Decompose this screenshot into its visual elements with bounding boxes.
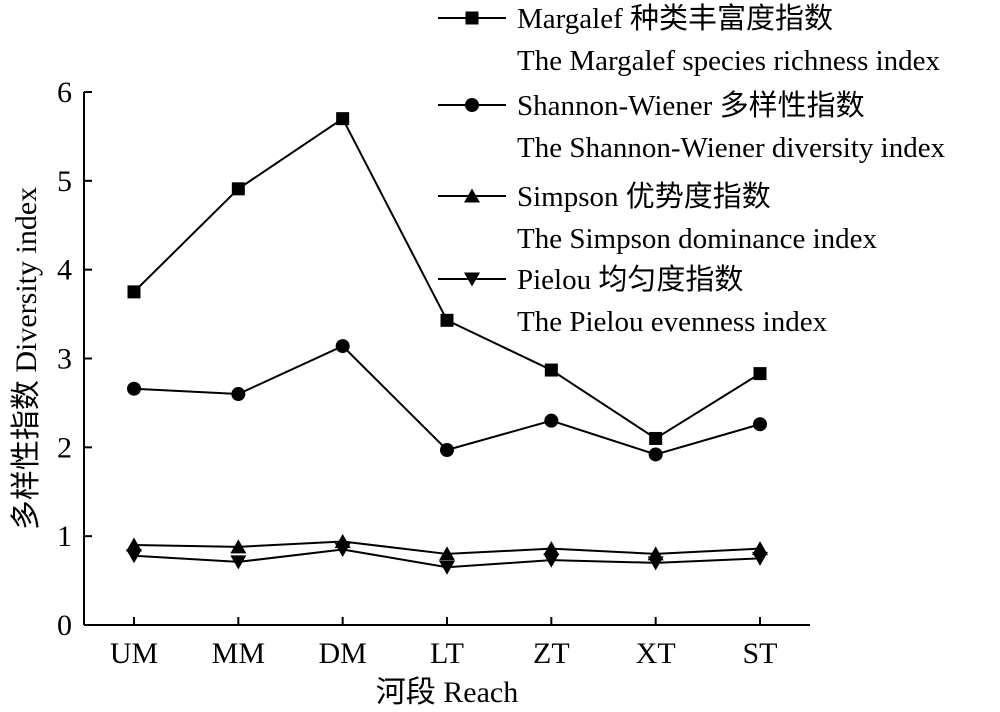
data-point <box>127 381 141 396</box>
legend-label-en: The Pielou evenness index <box>517 306 828 338</box>
x-tick-label: ZT <box>533 637 570 670</box>
data-point <box>231 182 245 196</box>
data-point <box>543 541 560 556</box>
legend-entry: Margalef 种类丰富度指数 The Margalef species ric… <box>438 2 941 77</box>
data-point <box>439 560 455 575</box>
data-point <box>127 285 141 299</box>
data-point <box>439 546 455 561</box>
data-point <box>647 556 664 571</box>
legend-label-en: The Shannon-Wiener diversity index <box>517 132 946 164</box>
data-point <box>126 537 142 552</box>
data-point <box>753 367 767 381</box>
data-point <box>230 539 247 554</box>
series-line <box>133 344 761 456</box>
x-tick-label: MM <box>212 637 265 670</box>
data-point <box>440 442 454 457</box>
legend-marker <box>464 272 480 287</box>
x-tick-label: UM <box>110 637 158 670</box>
data-point <box>752 551 768 566</box>
series-layer <box>126 112 768 575</box>
axes: 0 1 2 3 4 5 6 UM MM DM LT ZT XT ST <box>57 76 810 670</box>
legend-entry: Shannon-Wiener 多样性指数 The Shannon-Wiener d… <box>438 89 946 164</box>
y-tick-label: 1 <box>57 520 72 553</box>
data-point <box>231 387 246 402</box>
data-point <box>440 313 454 327</box>
legend-label: Shannon-Wiener 多样性指数 <box>517 89 865 122</box>
data-point <box>336 112 350 126</box>
data-point <box>543 553 560 568</box>
series-pielou-evenness-index <box>126 542 768 575</box>
data-point <box>648 447 663 462</box>
legend-marker <box>465 98 479 112</box>
data-point <box>126 549 142 564</box>
x-tick-label: LT <box>430 637 464 670</box>
data-point <box>544 363 558 377</box>
legend-marker <box>464 188 480 203</box>
legend-label: Simpson 优势度指数 <box>517 180 771 213</box>
x-tick-label: DM <box>318 637 366 670</box>
x-tick-label: ST <box>742 637 777 670</box>
y-tick-label: 2 <box>57 431 72 464</box>
legend-label-en: The Simpson dominance index <box>517 223 878 255</box>
y-tick-label: 0 <box>57 609 72 642</box>
data-point <box>334 542 351 557</box>
legend-marker <box>465 11 479 25</box>
data-point <box>649 431 663 445</box>
series-shannon-wiener-diversity-index <box>127 339 767 462</box>
y-tick-label: 5 <box>57 165 72 198</box>
y-tick-label: 6 <box>57 76 72 109</box>
data-point <box>753 417 767 432</box>
legend-entry: Simpson 优势度指数 The Simpson dominance index <box>438 180 878 255</box>
x-tick-label: XT <box>636 637 676 670</box>
x-axis-title: 河段 Reach <box>376 676 518 709</box>
y-tick-label: 3 <box>57 343 72 376</box>
series-margalef-species-richness-index <box>127 112 767 445</box>
data-point <box>335 339 350 354</box>
legend-entry: Pielou 均匀度指数 The Pielou evenness index <box>438 263 828 338</box>
legend: Margalef 种类丰富度指数 The Margalef species ric… <box>438 2 946 338</box>
data-point <box>752 541 768 556</box>
legend-label-en: The Margalef species richness index <box>517 45 941 77</box>
legend-label: Margalef 种类丰富度指数 <box>517 2 833 35</box>
legend-label: Pielou 均匀度指数 <box>517 263 743 296</box>
series-simpson-dominance-index <box>126 533 768 561</box>
y-tick-label: 4 <box>57 254 72 287</box>
y-axis-title: 多样性指数 Diversity index <box>10 187 43 530</box>
data-point <box>230 555 247 570</box>
data-point <box>544 413 559 428</box>
